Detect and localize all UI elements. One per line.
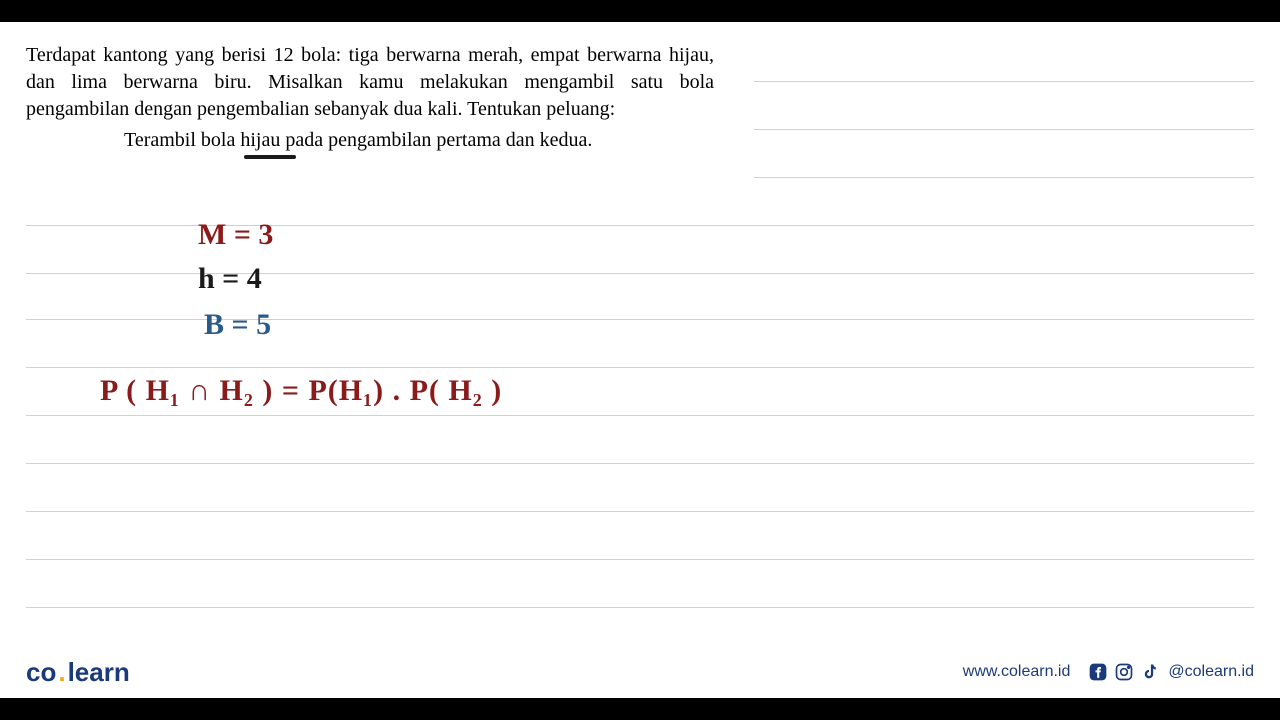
- logo: co.learn: [26, 657, 130, 688]
- logo-part-1: co: [26, 657, 56, 687]
- social-group: @colearn.id: [1088, 662, 1254, 682]
- facebook-icon: [1088, 662, 1108, 682]
- website-url: www.colearn.id: [963, 663, 1071, 681]
- page-content: Terdapat kantong yang berisi 12 bola: ti…: [0, 22, 1280, 698]
- handwritten-h-equals-4: h = 4: [198, 262, 262, 296]
- ruled-line: [26, 367, 1254, 368]
- handwritten-m-equals-3: M = 3: [198, 218, 273, 252]
- handwritten-b-equals-5: B = 5: [204, 308, 271, 342]
- ruled-line: [26, 415, 1254, 416]
- footer: co.learn www.colearn.id @colearn.id: [0, 646, 1280, 698]
- ruled-line: [754, 177, 1254, 178]
- ruled-line: [26, 559, 1254, 560]
- social-handle: @colearn.id: [1168, 663, 1254, 681]
- logo-dot: .: [58, 657, 65, 687]
- ruled-line: [26, 511, 1254, 512]
- footer-right: www.colearn.id @colearn.id: [963, 662, 1254, 682]
- ruled-line: [26, 607, 1254, 608]
- ruled-line: [754, 81, 1254, 82]
- ruled-line: [754, 129, 1254, 130]
- ruled-lines-area: [0, 67, 1280, 652]
- handwritten-probability-formula: P ( H₁ ∩ H₂ ) = P(H₁) . P( H₂ ): [100, 374, 502, 408]
- logo-part-2: learn: [68, 657, 130, 687]
- tiktok-icon: [1140, 662, 1160, 682]
- ruled-line: [26, 463, 1254, 464]
- instagram-icon: [1114, 662, 1134, 682]
- underline-hijau: [244, 155, 296, 159]
